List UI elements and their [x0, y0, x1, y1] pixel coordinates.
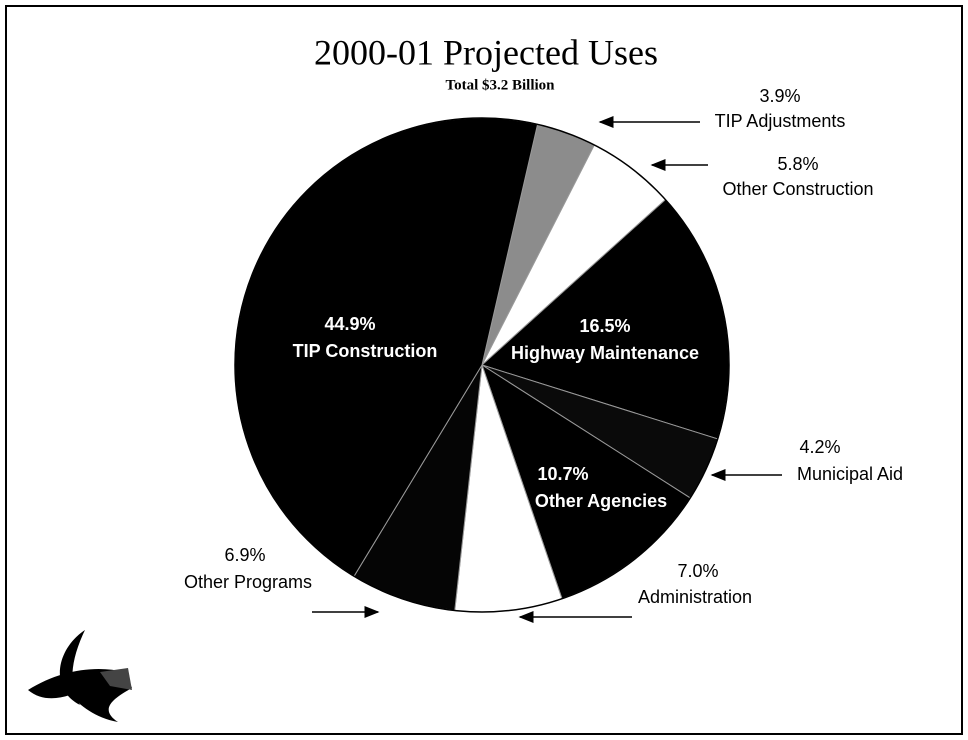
slice-label: Other Construction — [722, 179, 873, 199]
slice-label: Other Agencies — [535, 491, 667, 511]
chart-title: 2000-01 Projected Uses — [314, 32, 658, 72]
slice-label: TIP Construction — [293, 341, 438, 361]
data-label: 7.0% — [677, 561, 718, 581]
pie-outline — [234, 117, 730, 613]
slice-label: Highway Maintenance — [511, 343, 699, 363]
frame — [5, 5, 963, 735]
slice-label: TIP Adjustments — [715, 111, 846, 131]
slice-label: Administration — [638, 587, 752, 607]
data-label: 16.5% — [579, 316, 630, 336]
arrows — [312, 116, 782, 623]
slice-label: Municipal Aid — [797, 464, 903, 484]
pie — [234, 117, 730, 613]
data-label: 4.2% — [799, 437, 840, 457]
data-label: 3.9% — [759, 86, 800, 106]
chart-subtitle: Total $3.2 Billion — [445, 77, 555, 93]
data-label: 6.9% — [224, 545, 265, 565]
logo — [28, 630, 132, 722]
data-label: 10.7% — [537, 464, 588, 484]
data-label: 5.8% — [777, 154, 818, 174]
slice-label: Other Programs — [184, 572, 312, 592]
data-label: 44.9% — [324, 314, 375, 334]
